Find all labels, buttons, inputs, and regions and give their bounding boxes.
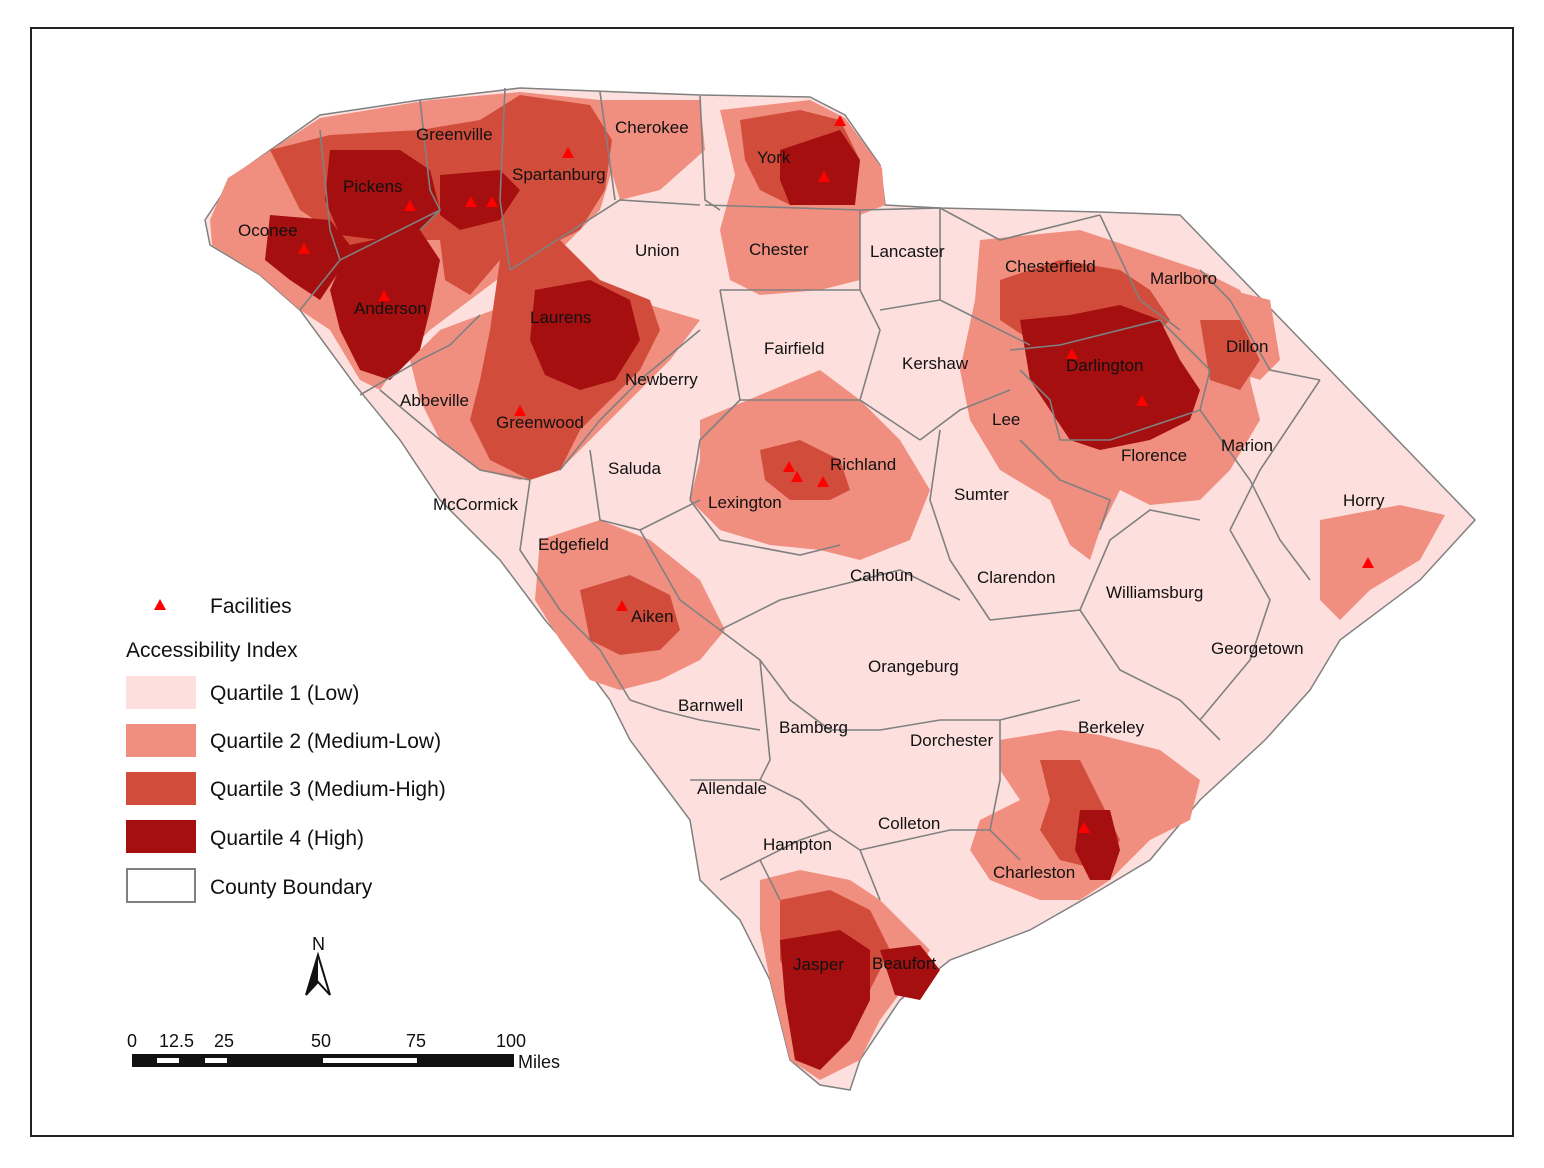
county-label: York bbox=[757, 148, 791, 167]
legend-facility-symbol bbox=[154, 599, 166, 610]
legend-label-q2: Quartile 2 (Medium-Low) bbox=[210, 730, 441, 753]
county-label: Newberry bbox=[625, 370, 698, 389]
scale-unit-label: Miles bbox=[518, 1052, 560, 1072]
county-label: Fairfield bbox=[764, 339, 824, 358]
county-label: Kershaw bbox=[902, 354, 969, 373]
legend-swatch-q3 bbox=[126, 772, 196, 805]
county-boundaries bbox=[299, 87, 1321, 901]
facility-marker bbox=[465, 196, 477, 207]
county-label: Marlboro bbox=[1150, 269, 1217, 288]
facility-marker bbox=[783, 461, 795, 472]
county-label: Georgetown bbox=[1211, 639, 1304, 658]
facility-markers bbox=[298, 115, 1374, 833]
county-label: Allendale bbox=[697, 779, 767, 798]
county-label: McCormick bbox=[433, 495, 518, 514]
facility-marker bbox=[1136, 395, 1148, 406]
county-label: Union bbox=[635, 241, 679, 260]
facility-marker bbox=[1066, 348, 1078, 359]
county-label: Spartanburg bbox=[512, 165, 606, 184]
county-label: Oconee bbox=[238, 221, 298, 240]
county-label: Laurens bbox=[530, 308, 591, 327]
facility-marker bbox=[486, 196, 498, 207]
legend-label-q1: Quartile 1 (Low) bbox=[210, 682, 359, 705]
facility-marker bbox=[404, 200, 416, 211]
county-label: Barnwell bbox=[678, 696, 743, 715]
county-label: Anderson bbox=[354, 299, 427, 318]
county-label: Saluda bbox=[608, 459, 661, 478]
county-label: Berkeley bbox=[1078, 718, 1145, 737]
county-labels: Greenville Cherokee York Pickens Spartan… bbox=[238, 118, 1385, 974]
scale-tick-label: 0 bbox=[127, 1031, 137, 1051]
legend-swatch-q1 bbox=[126, 676, 196, 709]
county-label: Bamberg bbox=[779, 718, 848, 737]
county-label: Dorchester bbox=[910, 731, 993, 750]
facility-marker bbox=[1078, 822, 1090, 833]
facility-marker bbox=[818, 171, 830, 182]
county-label: Greenwood bbox=[496, 413, 584, 432]
county-label: Dillon bbox=[1226, 337, 1269, 356]
facility-marker bbox=[817, 476, 829, 487]
county-label: Sumter bbox=[954, 485, 1009, 504]
legend-swatch-q4 bbox=[126, 820, 196, 853]
legend-title: Accessibility Index bbox=[126, 639, 298, 662]
county-label: Lancaster bbox=[870, 242, 945, 261]
facility-marker bbox=[562, 147, 574, 158]
legend-facilities-label: Facilities bbox=[210, 595, 292, 618]
facility-marker bbox=[616, 600, 628, 611]
north-arrow: N bbox=[305, 934, 331, 996]
county-label: Hampton bbox=[763, 835, 832, 854]
county-label: Pickens bbox=[343, 177, 403, 196]
facility-marker bbox=[791, 471, 803, 482]
scale-tick-label: 100 bbox=[496, 1031, 526, 1051]
scale-bar: 0 12.5 25 50 75 100 Miles bbox=[127, 1031, 560, 1072]
county-label: Calhoun bbox=[850, 566, 913, 585]
legend-swatch-q2 bbox=[126, 724, 196, 757]
legend-label-q4: Quartile 4 (High) bbox=[210, 827, 364, 850]
county-label: Greenville bbox=[416, 125, 493, 144]
scale-tick-label: 75 bbox=[406, 1031, 426, 1051]
county-label: Clarendon bbox=[977, 568, 1055, 587]
county-label: Chesterfield bbox=[1005, 257, 1096, 276]
scale-tick-label: 50 bbox=[311, 1031, 331, 1051]
legend: Facilities Accessibility Index Quartile … bbox=[126, 595, 446, 903]
county-label: Chester bbox=[749, 240, 809, 259]
legend-label-q3: Quartile 3 (Medium-High) bbox=[210, 778, 446, 801]
legend-label-boundary: County Boundary bbox=[210, 876, 373, 899]
county-label: Abbeville bbox=[400, 391, 469, 410]
county-label: Cherokee bbox=[615, 118, 689, 137]
county-label: Florence bbox=[1121, 446, 1187, 465]
legend-swatch-boundary bbox=[126, 868, 196, 903]
county-label: Darlington bbox=[1066, 356, 1144, 375]
facility-marker bbox=[298, 243, 310, 254]
facility-marker bbox=[514, 405, 526, 416]
scale-tick-label: 12.5 bbox=[159, 1031, 194, 1051]
county-label: Charleston bbox=[993, 863, 1075, 882]
county-label: Colleton bbox=[878, 814, 940, 833]
county-label: Williamsburg bbox=[1106, 583, 1203, 602]
county-label: Edgefield bbox=[538, 535, 609, 554]
facility-marker bbox=[1362, 557, 1374, 568]
county-label: Aiken bbox=[631, 607, 674, 626]
county-label: Beaufort bbox=[872, 954, 937, 973]
scale-tick-label: 25 bbox=[214, 1031, 234, 1051]
north-arrow-label: N bbox=[312, 934, 325, 954]
county-label: Richland bbox=[830, 455, 896, 474]
county-label: Orangeburg bbox=[868, 657, 959, 676]
county-label: Lexington bbox=[708, 493, 782, 512]
county-label: Jasper bbox=[793, 955, 844, 974]
facility-marker bbox=[378, 290, 390, 301]
facility-marker bbox=[834, 115, 846, 126]
county-label: Horry bbox=[1343, 491, 1385, 510]
county-label: Marion bbox=[1221, 436, 1273, 455]
county-label: Lee bbox=[992, 410, 1020, 429]
